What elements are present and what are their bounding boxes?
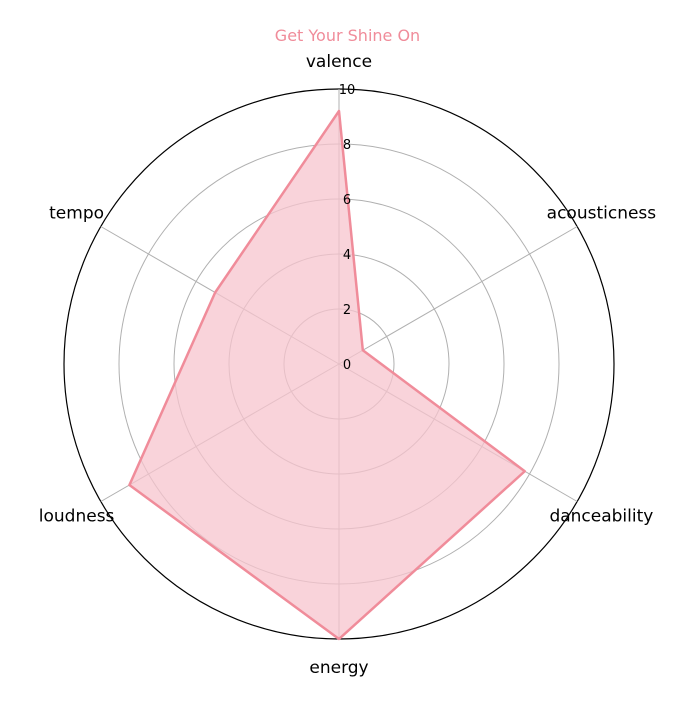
r-tick-label-2: 2 [343, 303, 351, 318]
r-tick-label-0: 0 [343, 358, 351, 373]
axis-label-loudness: loudness [39, 507, 115, 527]
axis-label-danceability: danceability [549, 507, 653, 527]
chart-title: Get Your Shine On [274, 26, 421, 45]
axis-label-acousticness: acousticness [547, 204, 657, 224]
r-tick-label-8: 8 [343, 138, 351, 153]
axis-label-energy: energy [309, 658, 368, 678]
axis-label-valence: valence [306, 52, 372, 72]
axis-label-tempo: tempo [49, 204, 104, 224]
series-area [129, 111, 525, 639]
r-tick-label-4: 4 [343, 248, 351, 263]
r-tick-label-6: 6 [343, 193, 351, 208]
spoke-acousticness [338, 226, 578, 365]
label-layer: 0 2 4 6 8 10 valence acousticness danceability en… [39, 52, 657, 678]
r-tick-label-10: 10 [339, 83, 356, 98]
series-layer [128, 109, 527, 641]
